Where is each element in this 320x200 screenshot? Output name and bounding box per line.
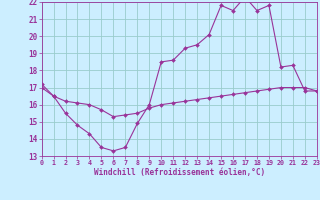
X-axis label: Windchill (Refroidissement éolien,°C): Windchill (Refroidissement éolien,°C) (94, 168, 265, 177)
